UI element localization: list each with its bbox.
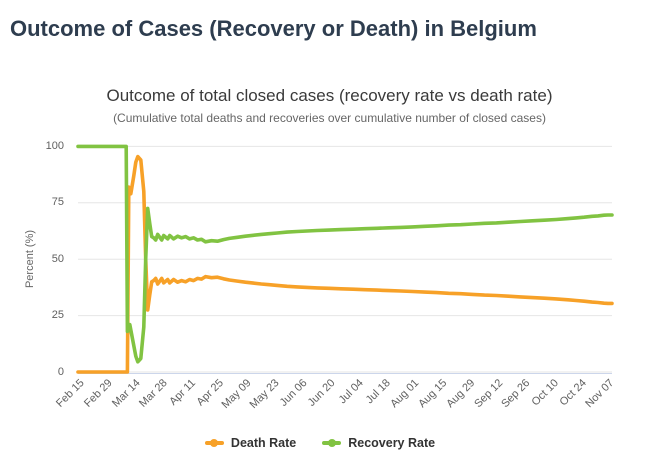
legend-label: Death Rate [230, 436, 297, 450]
legend-item-recovery-rate[interactable]: Recovery Rate [322, 436, 435, 450]
legend: Death Rate Recovery Rate [0, 436, 640, 450]
y-tick-label: 0 [57, 365, 64, 378]
y-tick-label: 75 [51, 196, 64, 209]
y-tick-label: 100 [45, 139, 64, 152]
death-rate-line[interactable] [76, 154, 614, 374]
legend-item-death-rate[interactable]: Death Rate [204, 436, 297, 450]
y-tick-label: 25 [51, 309, 64, 322]
recovery-rate-marker-icon [322, 439, 342, 447]
legend-label: Recovery Rate [348, 436, 436, 450]
y-tick-label: 50 [51, 252, 64, 265]
chart-subtitle: (Cumulative total deaths and recoveries … [113, 111, 546, 125]
chart-title: Outcome of total closed cases (recovery … [106, 86, 553, 105]
recovery-rate-line[interactable] [76, 144, 614, 364]
page-title: Outcome of Cases (Recovery or Death) in … [10, 16, 537, 41]
death-rate-marker-icon [204, 439, 224, 447]
